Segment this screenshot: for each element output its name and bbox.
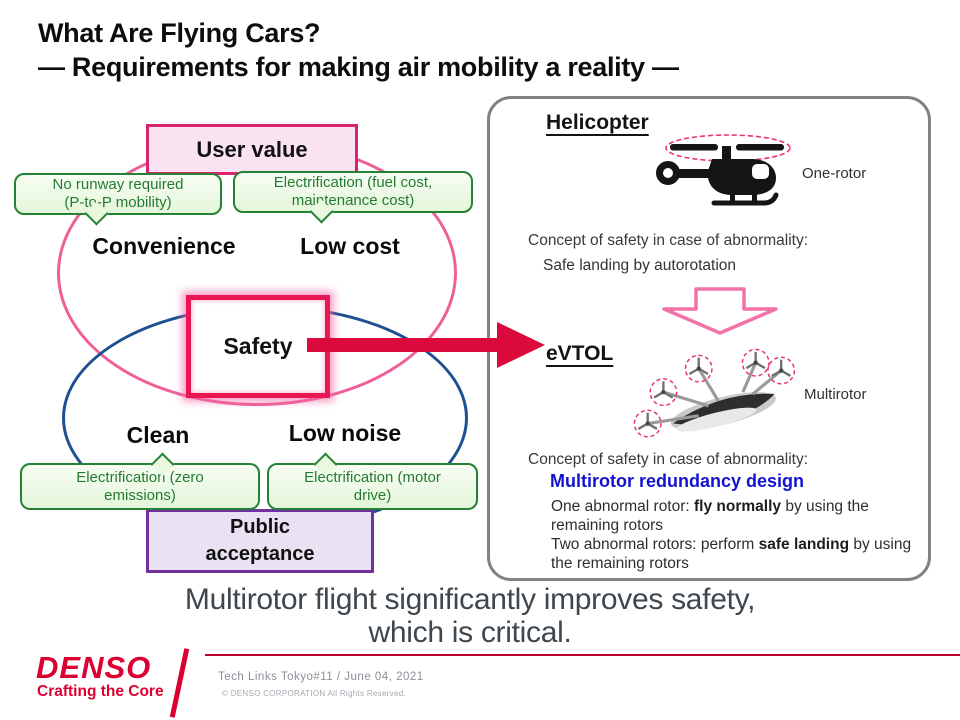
public-line2: acceptance xyxy=(205,543,315,565)
safety-label: Safety xyxy=(223,333,293,359)
down-arrow-icon xyxy=(662,287,778,335)
helicopter-concept-text: Concept of safety in case of abnormality… xyxy=(528,232,809,249)
public-line1: Public xyxy=(229,516,290,538)
event-label: Tech Links Tokyo#11 / June 04, 2021 xyxy=(218,671,424,683)
footer-divider xyxy=(205,654,960,656)
multirotor-label: Multirotor xyxy=(804,386,867,403)
safety-arrow-icon xyxy=(307,322,545,368)
callout-text: Electrification (fuel cost, xyxy=(273,174,433,191)
callout-zero-emissions: Electrification (zero emissions) xyxy=(20,452,260,510)
evtol-icon xyxy=(633,348,796,438)
evtol-propellers xyxy=(633,348,796,438)
conclusion-statement: Multirotor flight significantly improves… xyxy=(0,583,940,649)
evtol-heading: eVTOL xyxy=(546,342,614,365)
low-noise-label: Low noise xyxy=(272,420,418,447)
callout-text: (P-to-P mobility) xyxy=(64,194,172,211)
evtol-concept-text: Concept of safety in case of abnormality… xyxy=(528,451,809,468)
conclusion-line1: Multirotor flight significantly improves… xyxy=(184,583,756,616)
callout-no-runway: No runway required (P-to-P mobility) xyxy=(14,173,222,226)
comparison-panel: Helicopter One-rotor Concept of safety i… xyxy=(487,96,931,581)
rotor-failure-cases: One abnormal rotor: fly normally by usin… xyxy=(551,497,921,573)
case2-prefix: Two abnormal rotors: perform xyxy=(551,536,759,553)
callout-text: No runway required xyxy=(52,176,184,193)
callout-text: maintenance cost) xyxy=(291,192,415,209)
title-line2: — Requirements for making air mobility a… xyxy=(38,52,679,82)
page-title: What Are Flying Cars? — Requirements for… xyxy=(38,16,679,84)
helicopter-heading: Helicopter xyxy=(546,111,649,134)
copyright-label: © DENSO CORPORATION All Rights Reserved. xyxy=(222,689,407,698)
conclusion-line2: which is critical. xyxy=(368,616,572,649)
helicopter-answer-text: Safe landing by autorotation xyxy=(543,257,737,274)
one-rotor-label: One-rotor xyxy=(802,165,867,182)
callout-text: drive) xyxy=(353,486,392,504)
convenience-label: Convenience xyxy=(92,233,236,259)
case2-bold: safe landing xyxy=(758,536,850,553)
callout-text: emissions) xyxy=(104,486,176,504)
user-value-box: User value xyxy=(146,124,358,175)
case1-bold: fly normally xyxy=(694,498,782,515)
denso-slash-icon xyxy=(169,648,190,718)
case1-prefix: One abnormal rotor: xyxy=(551,498,695,515)
helicopter-icon xyxy=(656,134,791,206)
clean-label: Clean xyxy=(126,422,190,448)
callout-fuel-cost: Electrification (fuel cost, maintenance … xyxy=(233,171,473,224)
case2-suffix: by using the remaining rotors xyxy=(551,536,912,572)
user-value-label: User value xyxy=(196,136,308,162)
callout-text: Electrification (zero xyxy=(76,468,204,486)
callout-motor-drive: Electrification (motor drive) xyxy=(267,452,478,510)
case1-suffix: by using the remaining rotors xyxy=(551,498,869,534)
callout-text: Electrification (motor xyxy=(304,468,441,486)
low-cost-label: Low cost xyxy=(300,233,400,259)
public-acceptance-label: Public acceptance xyxy=(206,514,315,568)
denso-tagline: Crafting the Core xyxy=(37,683,164,700)
denso-logo: DENSO xyxy=(36,650,152,685)
public-acceptance-box: Public acceptance xyxy=(146,509,374,573)
title-line1: What Are Flying Cars? xyxy=(38,18,321,48)
redundancy-design-text: Multirotor redundancy design xyxy=(550,471,805,491)
